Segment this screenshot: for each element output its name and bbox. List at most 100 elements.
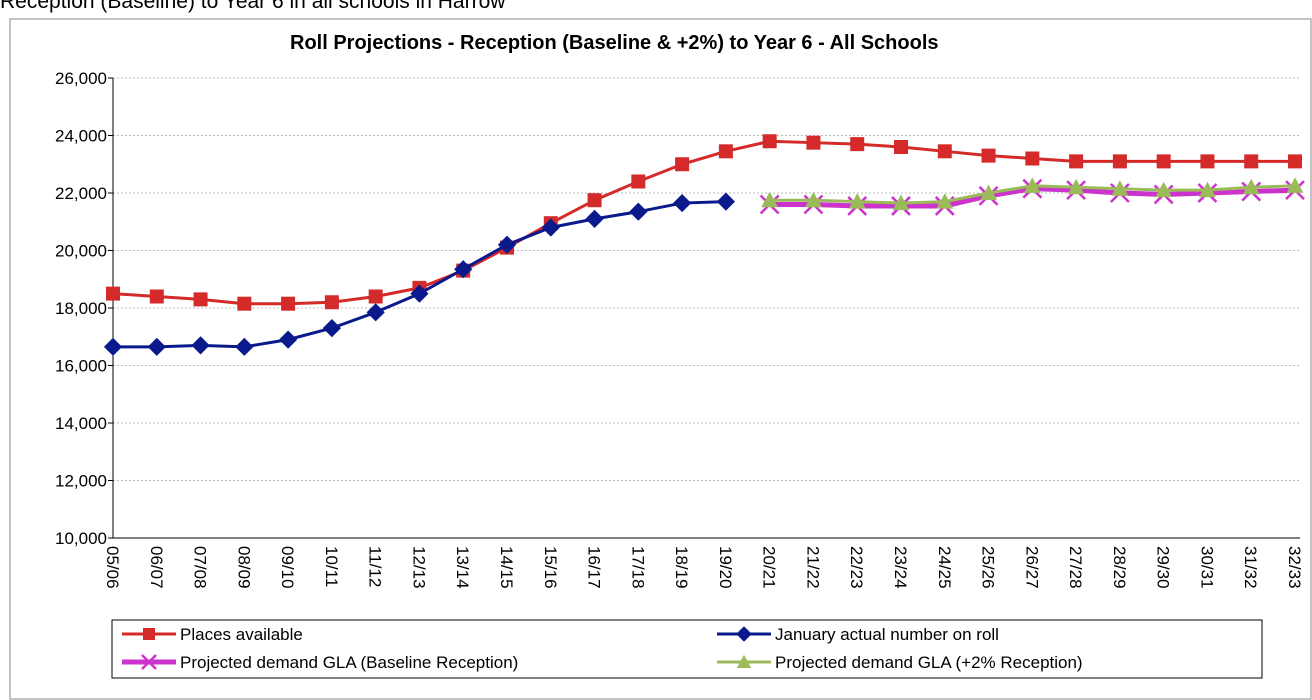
x-tick-label: 32/33 — [1285, 546, 1304, 589]
marker — [716, 192, 735, 211]
marker — [1288, 154, 1302, 169]
x-tick-label: 23/24 — [891, 546, 910, 589]
x-tick-label: 11/12 — [366, 546, 385, 587]
x-tick-label: 08/09 — [234, 546, 253, 589]
marker — [937, 144, 952, 159]
marker — [1156, 154, 1171, 169]
x-tick-label: 26/27 — [1022, 546, 1041, 589]
y-tick-label: 26,000 — [55, 69, 107, 88]
marker — [806, 135, 821, 150]
marker — [631, 174, 646, 189]
x-tick-label: 07/08 — [191, 546, 210, 589]
marker — [149, 289, 164, 304]
marker — [585, 209, 604, 228]
legend-box — [111, 619, 1263, 679]
x-tick-label: 27/28 — [1066, 546, 1085, 589]
marker — [1023, 177, 1041, 193]
x-tick-label: 17/18 — [628, 546, 647, 589]
marker — [673, 193, 692, 213]
legend-label: Projected demand GLA (Baseline Reception… — [180, 653, 518, 672]
marker — [1199, 181, 1216, 198]
marker — [1112, 154, 1127, 169]
marker — [1286, 177, 1304, 193]
marker — [103, 337, 123, 356]
marker — [894, 140, 908, 154]
marker — [850, 137, 865, 152]
marker — [279, 330, 298, 349]
x-tick-label: 09/10 — [278, 546, 297, 589]
marker — [322, 319, 341, 338]
y-tick-label: 18,000 — [55, 299, 107, 318]
chart-border — [9, 18, 1312, 700]
x-tick-label: 06/07 — [147, 546, 166, 589]
marker — [106, 286, 120, 301]
marker — [736, 626, 752, 642]
marker — [762, 134, 777, 149]
y-tick-label: 10,000 — [55, 529, 107, 548]
marker — [324, 295, 339, 310]
x-tick-label: 30/31 — [1197, 546, 1216, 589]
legend-label: Projected demand GLA (+2% Reception) — [775, 653, 1083, 672]
x-tick-label: 31/32 — [1241, 546, 1260, 589]
marker — [629, 202, 648, 221]
marker — [147, 337, 166, 356]
marker — [541, 218, 560, 237]
marker — [366, 303, 385, 322]
marker — [587, 193, 602, 208]
marker — [191, 336, 210, 355]
marker — [1067, 178, 1085, 195]
marker — [892, 194, 910, 211]
marker — [761, 191, 779, 208]
series-line — [112, 139, 1295, 306]
x-tick-label: 29/30 — [1154, 546, 1173, 589]
marker — [1244, 154, 1259, 169]
marker — [237, 296, 252, 311]
marker — [805, 191, 822, 208]
x-tick-label: 13/14 — [453, 546, 472, 589]
chart-title: Roll Projections - Reception (Baseline &… — [290, 32, 939, 54]
marker — [410, 284, 429, 303]
marker — [281, 296, 296, 311]
legend-label: January actual number on roll — [775, 625, 999, 644]
x-tick-label: 14/15 — [497, 546, 516, 589]
x-tick-label: 20/21 — [760, 546, 779, 589]
marker — [368, 289, 383, 304]
x-tick-label: 12/13 — [409, 546, 428, 589]
marker — [1242, 178, 1260, 195]
marker — [497, 235, 517, 254]
y-tick-label: 14,000 — [55, 414, 107, 433]
x-tick-label: 15/16 — [541, 546, 560, 589]
marker — [141, 654, 157, 670]
marker — [981, 148, 996, 163]
x-tick-label: 24/25 — [935, 546, 954, 589]
marker — [1155, 181, 1173, 198]
x-tick-label: 21/22 — [803, 546, 822, 589]
y-tick-label: 24,000 — [55, 127, 107, 146]
y-tick-label: 16,000 — [55, 357, 107, 376]
x-tick-label: 25/26 — [979, 546, 998, 589]
x-tick-label: 28/29 — [1110, 546, 1129, 589]
marker — [718, 144, 733, 159]
marker — [1111, 180, 1129, 196]
marker — [736, 654, 752, 668]
x-tick-label: 19/20 — [716, 546, 735, 589]
marker — [1025, 151, 1040, 166]
legend-label: Places available — [180, 625, 303, 644]
x-tick-label: 18/19 — [672, 546, 691, 589]
marker — [1200, 154, 1215, 169]
marker — [193, 292, 208, 307]
marker — [235, 337, 254, 356]
x-tick-label: 05/06 — [103, 546, 122, 589]
caption: Reception (Baseline) to Year 6 in all sc… — [0, 0, 506, 13]
marker — [936, 193, 954, 209]
x-tick-label: 22/23 — [847, 546, 866, 589]
marker — [1069, 154, 1084, 169]
y-tick-label: 20,000 — [55, 242, 107, 261]
marker — [454, 260, 473, 279]
marker — [675, 157, 690, 172]
y-tick-label: 12,000 — [55, 472, 107, 491]
marker — [980, 184, 997, 200]
marker — [143, 628, 155, 640]
